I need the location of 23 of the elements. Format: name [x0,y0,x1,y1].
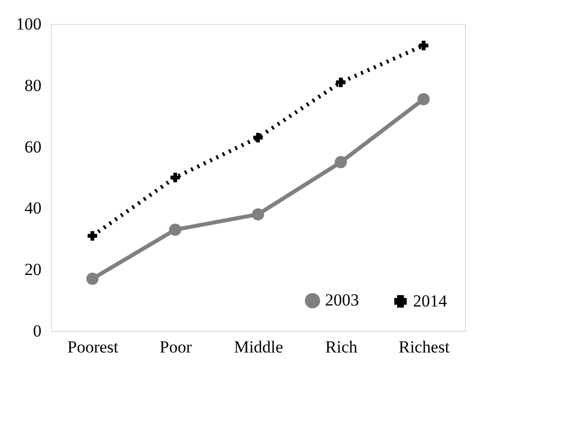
y-tick-label: 80 [24,76,42,95]
x-tick-label: Richest [398,338,450,356]
legend-label: 2003 [325,290,359,310]
x-tick-label: Rich [325,338,358,356]
point [169,224,182,236]
x-tick-label: Poor [160,338,192,356]
point [253,132,263,142]
x-tick-label: Middle [234,338,284,356]
point [252,208,264,220]
point [417,93,430,106]
point [170,172,180,182]
point [418,40,428,50]
y-tick-label: 60 [24,137,42,156]
y-tick-label: 20 [24,260,42,280]
point [86,272,99,285]
legend-label: 2014 [413,291,448,310]
y-tick-label: 40 [24,198,42,218]
point [336,78,346,88]
y-tick-label: 0 [33,322,42,340]
y-tick-label: 100 [16,14,42,34]
point [334,156,347,168]
x-tick-label: Poorest [67,338,119,356]
point [88,231,98,241]
